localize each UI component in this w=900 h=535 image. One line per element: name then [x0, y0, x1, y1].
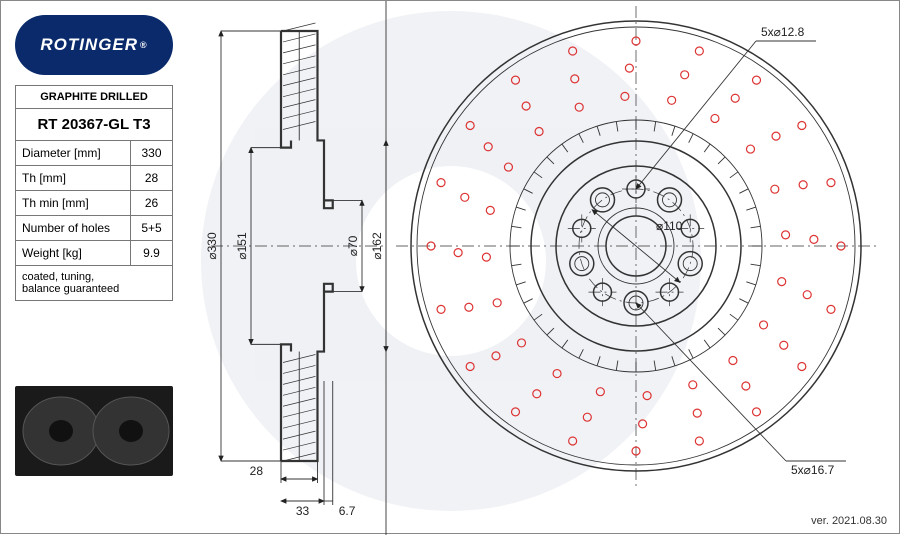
svg-text:⌀110: ⌀110 — [656, 219, 683, 233]
spec-table: GRAPHITE DRILLED RT 20367-GL T3 Diameter… — [15, 85, 173, 301]
spec-value: 28 — [131, 166, 173, 191]
spec-label: Diameter [mm] — [16, 141, 131, 166]
svg-text:⌀151: ⌀151 — [235, 232, 249, 260]
spec-value: 5+5 — [131, 216, 173, 241]
svg-text:28: 28 — [250, 464, 264, 478]
svg-text:5x⌀16.7: 5x⌀16.7 — [791, 463, 835, 477]
spec-value: 9.9 — [131, 241, 173, 266]
watermark — [201, 11, 701, 511]
side-view: ⌀330 ⌀151 ⌀70 ⌀162 28 33 6.7 — [205, 1, 386, 535]
svg-text:5x⌀12.8: 5x⌀12.8 — [761, 25, 805, 39]
svg-text:⌀70: ⌀70 — [346, 235, 360, 256]
svg-text:⌀162: ⌀162 — [370, 232, 384, 260]
product-photo — [15, 386, 173, 476]
part-number: RT 20367-GL T3 — [16, 109, 173, 141]
version-label: ver. 2021.08.30 — [811, 515, 887, 527]
category-cell: GRAPHITE DRILLED — [16, 86, 173, 109]
reg-mark: ® — [140, 40, 148, 50]
brand-text: ROTINGER — [40, 35, 138, 55]
svg-text:⌀330: ⌀330 — [205, 232, 219, 260]
spec-value: 26 — [131, 191, 173, 216]
note-cell: coated, tuning,balance guaranteed — [16, 266, 173, 301]
spec-label: Th min [mm] — [16, 191, 131, 216]
svg-text:6.7: 6.7 — [339, 504, 356, 518]
spec-value: 330 — [131, 141, 173, 166]
spec-label: Number of holes — [16, 216, 131, 241]
spec-label: Th [mm] — [16, 166, 131, 191]
front-view: ⌀110 5x⌀12.8 5x⌀16.7 — [396, 6, 876, 486]
brand-logo: ROTINGER® — [15, 15, 173, 75]
svg-text:33: 33 — [296, 504, 310, 518]
spec-label: Weight [kg] — [16, 241, 131, 266]
